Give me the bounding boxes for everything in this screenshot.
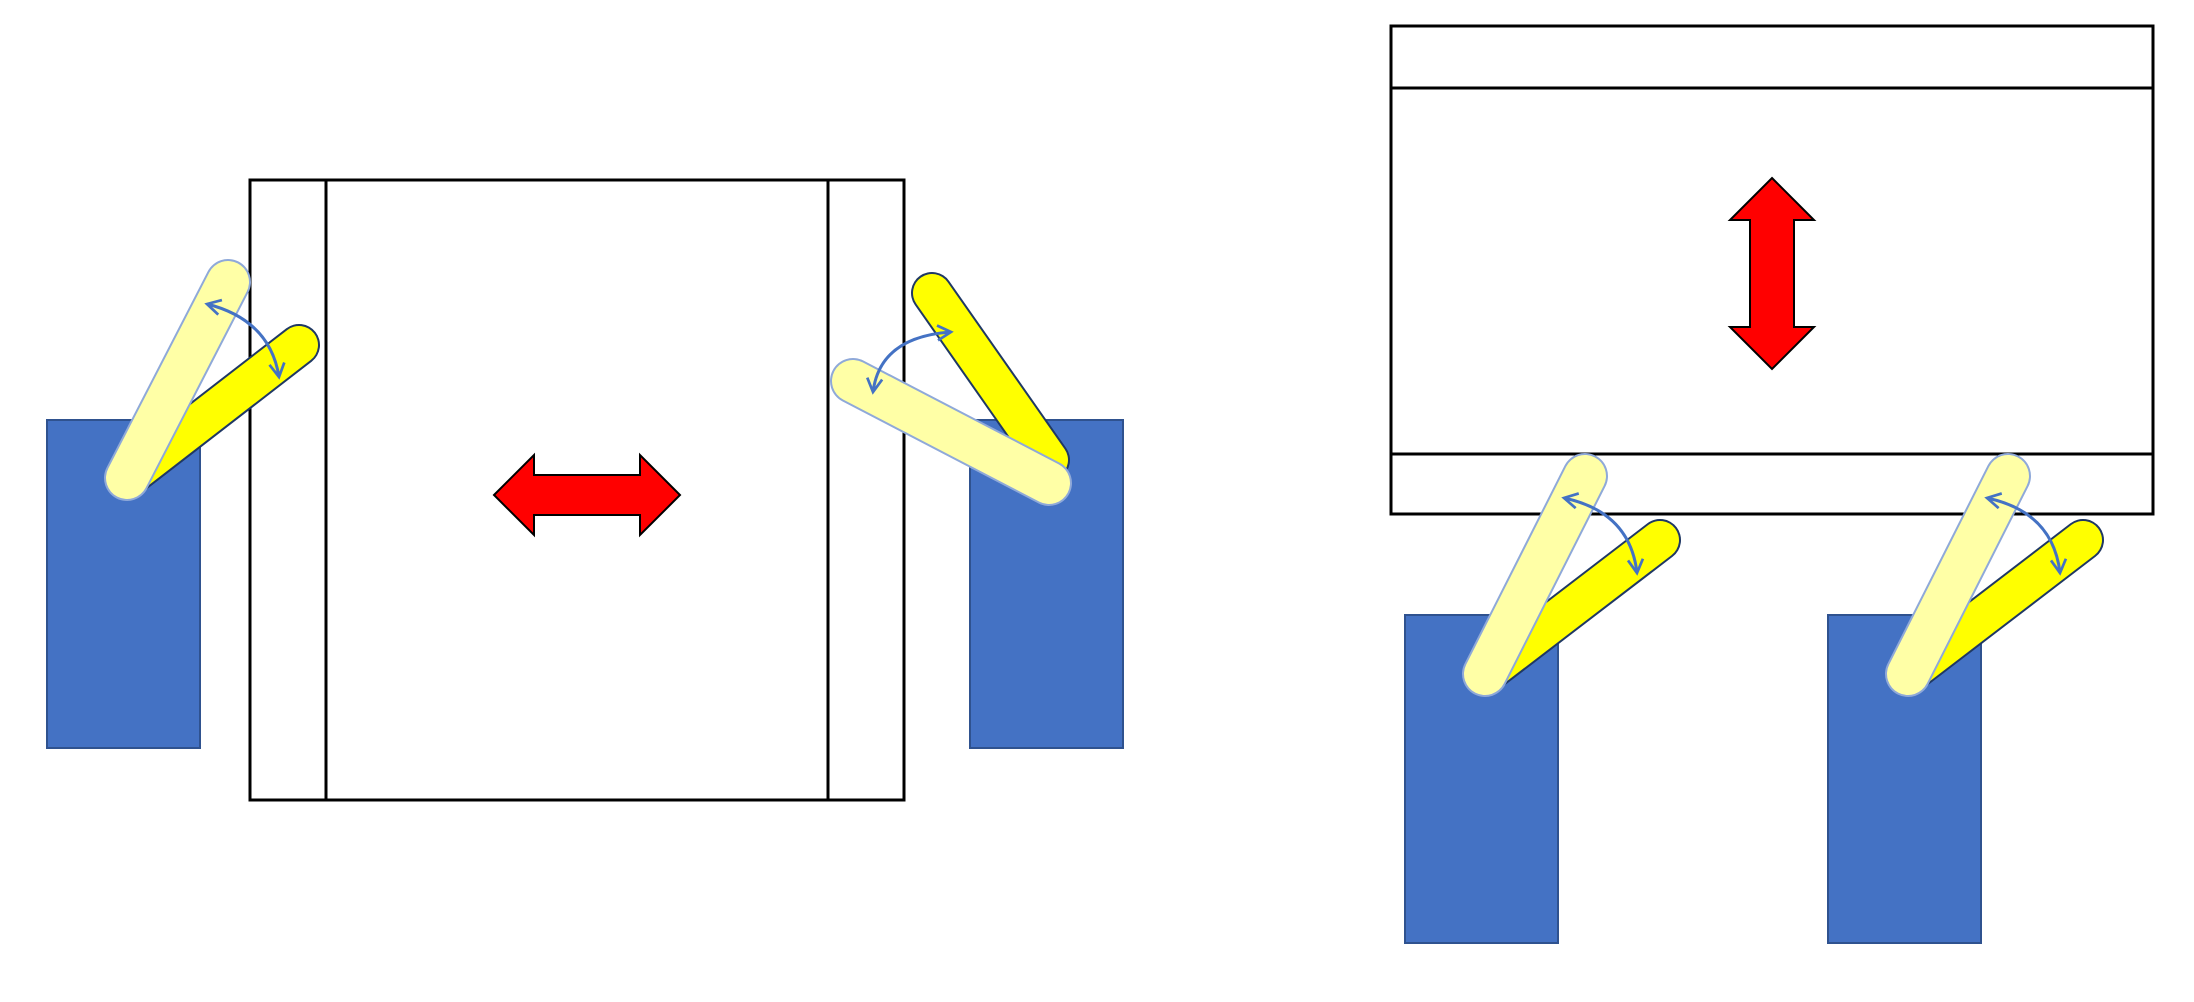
right-gripper (830, 272, 1072, 506)
double-headed-horizontal-arrow-icon (492, 452, 682, 538)
bottom-right-rotation-arrow (1984, 492, 2068, 576)
right-arm-closed-fill (913, 274, 1068, 479)
right-rotation-arrow (866, 324, 954, 395)
left-rotation-arrow (204, 298, 286, 380)
bottom-left-rotation-arrow (1561, 492, 1645, 576)
right-arm-open-fill (832, 360, 1070, 504)
bottom-left-gripper (1462, 453, 1681, 697)
vertical-frame (1389, 24, 2155, 516)
frame-outer-border (1389, 24, 2155, 516)
horizontal-frame (248, 178, 906, 802)
double-headed-vertical-arrow-icon (1727, 176, 1817, 371)
horizontal-motion-diagram (46, 178, 1124, 802)
frame-outer-border (248, 178, 906, 802)
bottom-right-gripper (1885, 453, 2104, 697)
vertical-motion-diagram (1389, 24, 2155, 944)
left-gripper (104, 259, 320, 501)
